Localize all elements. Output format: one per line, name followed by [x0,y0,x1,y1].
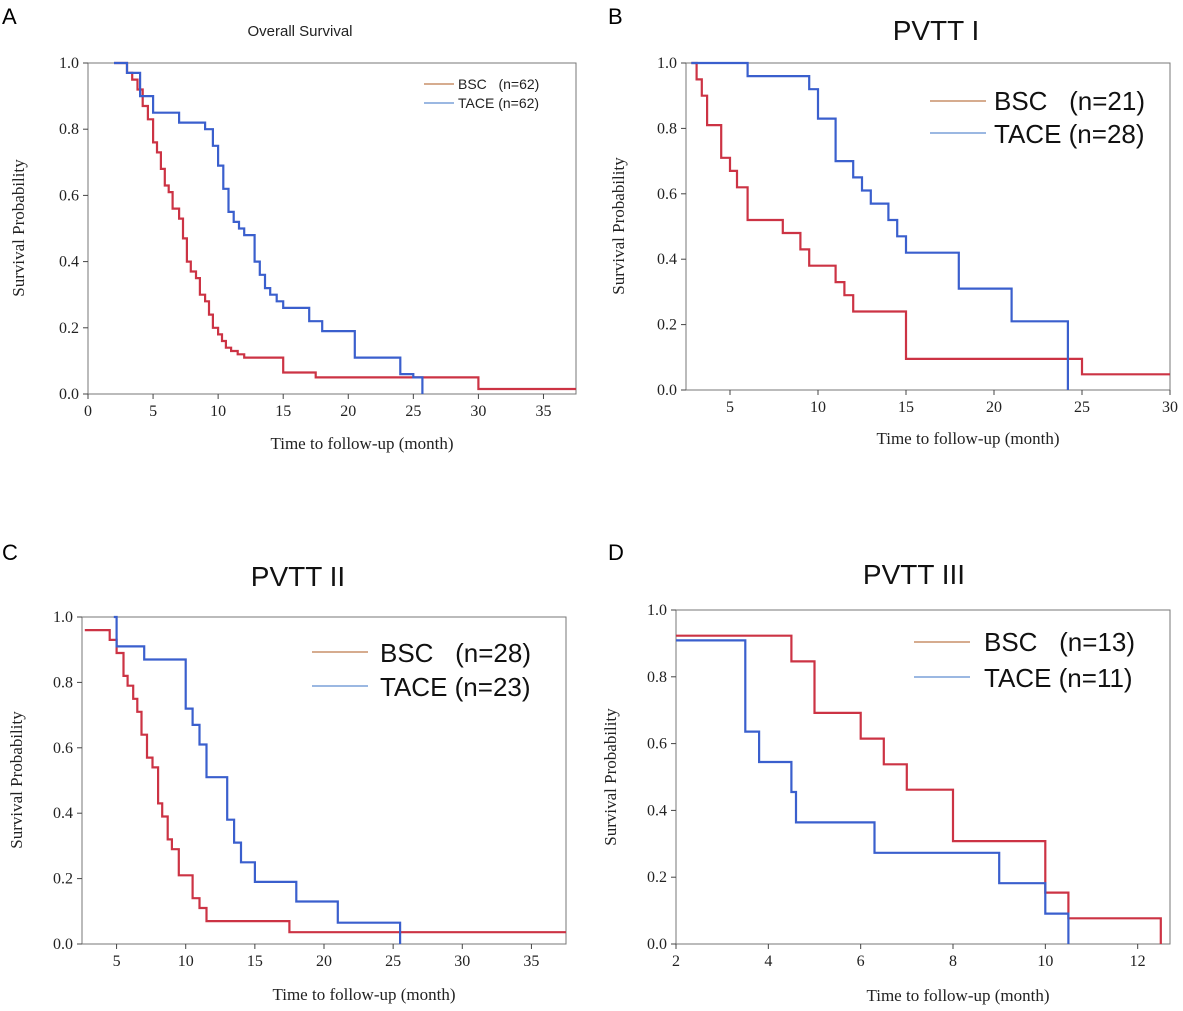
panel-c-ylabel: Survival Probability [7,711,26,849]
panel-b-legend-bsc: BSC (n=21) [994,86,1145,116]
panel-a-ylabel: Survival Probability [9,159,28,297]
panel-a-xtick-label: 5 [149,403,157,420]
panel-c-legend-tace: TACE (n=23) [380,672,531,702]
panel-b-ytick-label: 0.6 [657,186,677,203]
panel-c-xtick-label: 5 [113,953,121,970]
panel-a-title: Overall Survival [247,23,352,40]
panel-d: D PVTT III 0.0 0.2 0.4 0.6 0.8 1.0 2 4 6 8 10 12 BS… [601,540,1171,1005]
panel-b-xtick-label: 20 [986,399,1002,416]
panel-d-bsc-curve [676,634,1162,944]
panel-c-ytick-label: 0.8 [53,674,73,691]
panel-b-xtick-label: 30 [1162,399,1178,416]
panel-d-xtick-label: 8 [949,953,957,970]
panel-a-bsc-curve [114,61,576,391]
panel-a-marks: 0.0 0.2 0.4 0.6 0.8 1.0 0 5 10 15 20 25 30 35 [59,55,576,420]
panel-a-ytick-label: 0.0 [59,386,79,403]
panel-c-ytick-label: 0.6 [53,740,73,757]
panel-c-ytick-label: 0.4 [53,805,73,822]
panel-d-xtick-label: 4 [764,953,772,970]
panel-c-xtick-label: 30 [454,953,470,970]
panel-b-ylabel: Survival Probability [609,157,628,295]
panel-b-ytick-label: 0.4 [657,251,677,268]
panel-letter-b: B [608,4,623,29]
panel-b-ytick-label: 0.2 [657,317,677,334]
panel-d-ytick-label: 1.0 [647,602,667,619]
panel-a: A Overall Survival 0.0 0.2 0.4 0.6 0.8 1.0 0 5 1… [2,4,577,453]
panel-b-ytick-label: 0.0 [657,382,677,399]
panel-c-xtick-label: 35 [523,953,539,970]
panel-b-xtick-label: 10 [810,399,826,416]
panel-a-xtick-label: 30 [470,403,486,420]
panel-b-xtick-label: 25 [1074,399,1090,416]
panel-c-xlabel: Time to follow-up (month) [272,985,455,1004]
panel-c-legend-bsc: BSC (n=28) [380,638,531,668]
panel-d-ytick-label: 0.8 [647,669,667,686]
panel-d-xtick-label: 6 [857,953,865,970]
panel-d-legend-tace: TACE (n=11) [984,663,1133,693]
panel-b-xtick-label: 5 [726,399,734,416]
panel-d-xlabel: Time to follow-up (month) [866,986,1049,1005]
panel-d-marks: 0.0 0.2 0.4 0.6 0.8 1.0 2 4 6 8 10 12 [647,602,1162,970]
panel-a-xtick-label: 20 [340,403,356,420]
panel-d-xtick-label: 12 [1130,953,1146,970]
panel-a-xtick-label: 25 [405,403,421,420]
panel-letter-a: A [2,4,17,29]
panel-b-ytick-label: 0.8 [657,120,677,137]
panel-b-title: PVTT I [893,15,980,46]
panel-b-tace-curve [691,61,1069,390]
panel-b-legend: BSC (n=21) TACE (n=28) [930,86,1145,149]
panel-c-xtick-label: 15 [247,953,263,970]
panel-a-legend-bsc: BSC (n=62) [458,76,539,92]
panel-d-legend-bsc: BSC (n=13) [984,627,1135,657]
panel-c-ytick-label: 0.2 [53,871,73,888]
panel-b: B PVTT I 0.0 0.2 0.4 0.6 0.8 1.0 5 10 15 20 25 30 B… [608,4,1178,448]
panel-c-bsc-curve [84,629,566,934]
panel-a-xtick-label: 35 [535,403,551,420]
panel-a-xtick-label: 15 [275,403,291,420]
panel-c-tace-curve [113,615,402,944]
panel-c-ytick-label: 0.0 [53,936,73,953]
panel-a-ytick-label: 0.6 [59,187,79,204]
panel-d-ytick-label: 0.2 [647,869,667,886]
panel-d-plot-frame [675,609,1171,945]
panel-d-xtick-label: 10 [1037,953,1053,970]
panel-a-legend: BSC (n=62) TACE (n=62) [424,76,539,111]
panel-b-legend-tace: TACE (n=28) [994,119,1145,149]
panel-a-legend-tace: TACE (n=62) [458,95,539,111]
panel-a-ytick-label: 0.2 [59,320,79,337]
panel-d-ytick-label: 0.6 [647,736,667,753]
panel-b-xlabel: Time to follow-up (month) [876,429,1059,448]
panel-b-marks: 0.0 0.2 0.4 0.6 0.8 1.0 5 10 15 20 25 30 [657,55,1178,416]
panel-c-title: PVTT II [251,561,345,592]
panel-d-ytick-label: 0.4 [647,802,667,819]
panel-a-plot-frame [87,62,577,395]
panel-b-ytick-label: 1.0 [657,55,677,72]
panel-a-ytick-label: 0.4 [59,254,79,271]
panel-d-title: PVTT III [863,559,965,590]
panel-d-ytick-label: 0.0 [647,936,667,953]
panel-a-ytick-label: 1.0 [59,55,79,72]
panel-a-tace-curve [114,61,424,394]
panel-b-xtick-label: 15 [898,399,914,416]
panel-d-legend: BSC (n=13) TACE (n=11) [914,627,1135,693]
panel-c-xtick-label: 25 [385,953,401,970]
panel-b-bsc-curve [691,61,1170,376]
panel-letter-c: C [2,540,18,565]
panel-c-marks: 0.0 0.2 0.4 0.6 0.8 1.0 5 10 15 20 25 30 35 [53,609,566,970]
panel-a-ytick-label: 0.8 [59,121,79,138]
panel-a-xtick-label: 0 [84,403,92,420]
panel-d-tace-curve [676,639,1070,944]
panel-b-plot-frame [685,62,1171,391]
panel-a-xtick-label: 10 [210,403,226,420]
panel-d-ylabel: Survival Probability [601,708,620,846]
panel-c: C PVTT II 0.0 0.2 0.4 0.6 0.8 1.0 5 10 15 20 25 30 3… [2,540,567,1004]
panel-d-xtick-label: 2 [672,953,680,970]
panel-a-xlabel: Time to follow-up (month) [270,434,453,453]
panel-c-xtick-label: 10 [178,953,194,970]
panel-letter-d: D [608,540,624,565]
panel-c-xtick-label: 20 [316,953,332,970]
panel-c-ytick-label: 1.0 [53,609,73,626]
panel-c-legend: BSC (n=28) TACE (n=23) [312,638,531,702]
